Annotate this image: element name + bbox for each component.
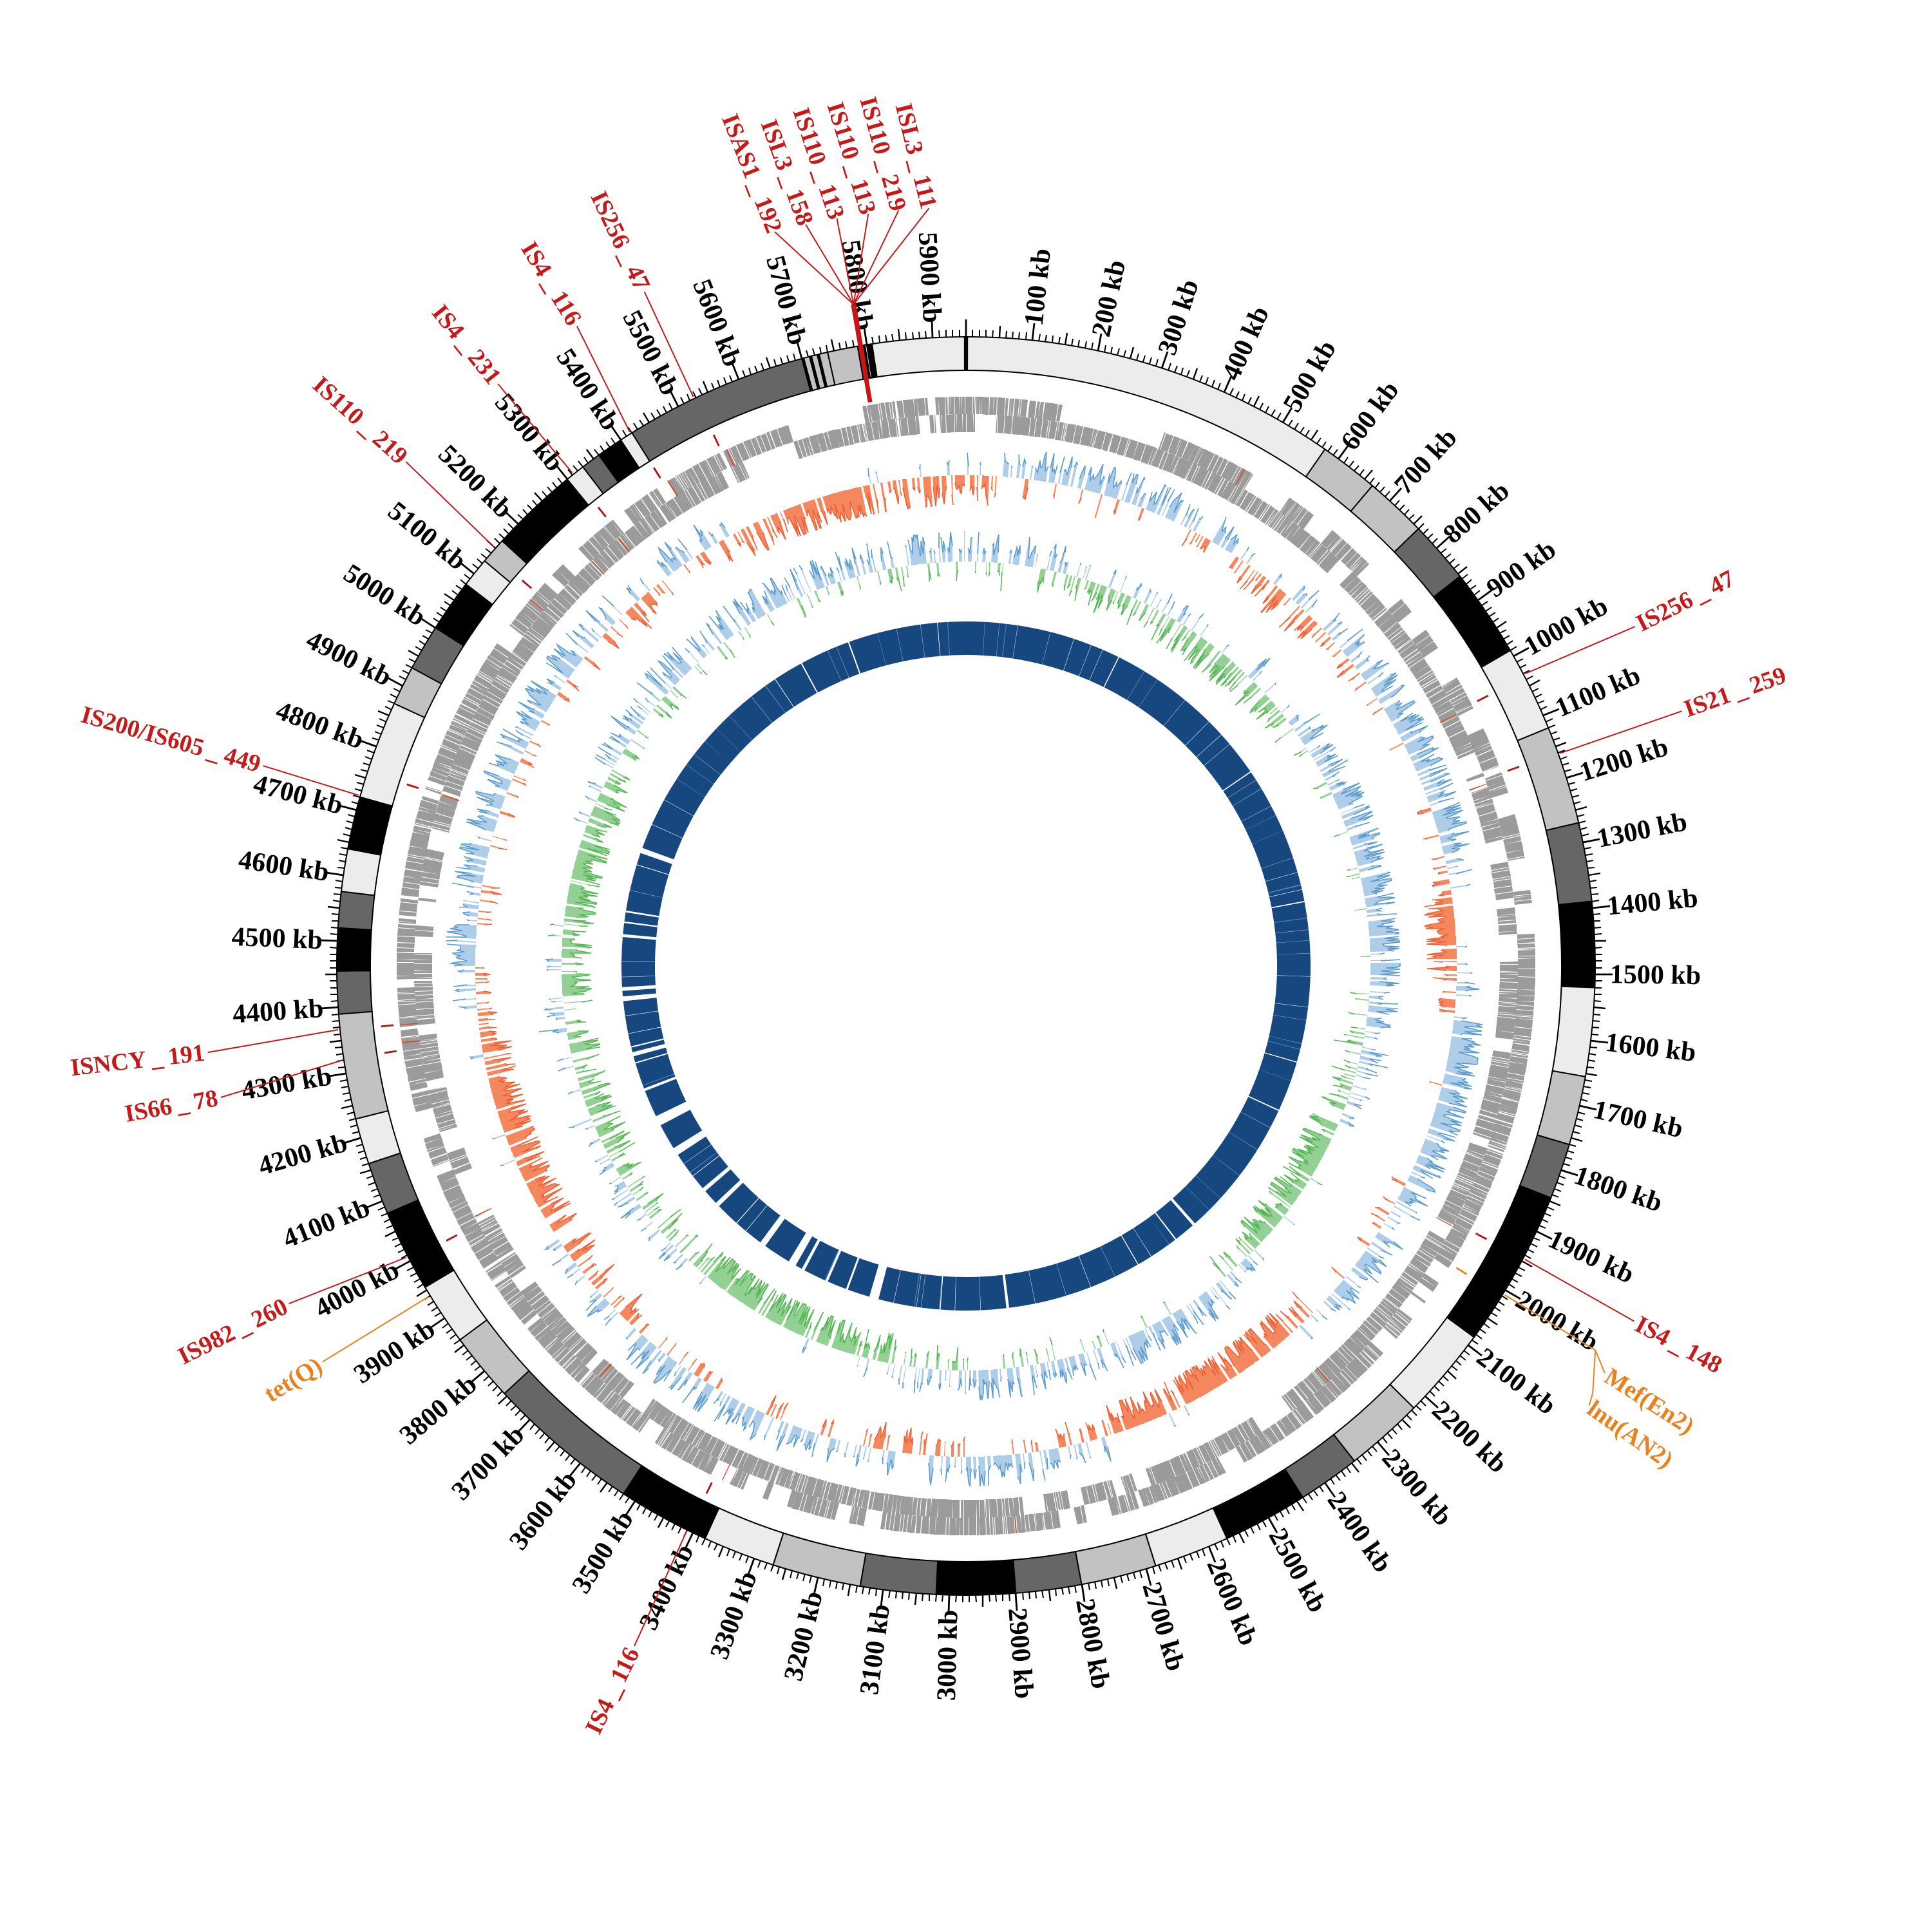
svg-text:3000 kb: 3000 kb — [932, 1609, 964, 1701]
svg-text:2900 kb: 2900 kb — [1002, 1607, 1039, 1700]
svg-text:4400 kb: 4400 kb — [232, 994, 325, 1029]
svg-text:1500 kb: 1500 kb — [1610, 960, 1701, 990]
svg-text:4500 kb: 4500 kb — [231, 922, 323, 956]
svg-text:5900 kb: 5900 kb — [913, 231, 947, 323]
